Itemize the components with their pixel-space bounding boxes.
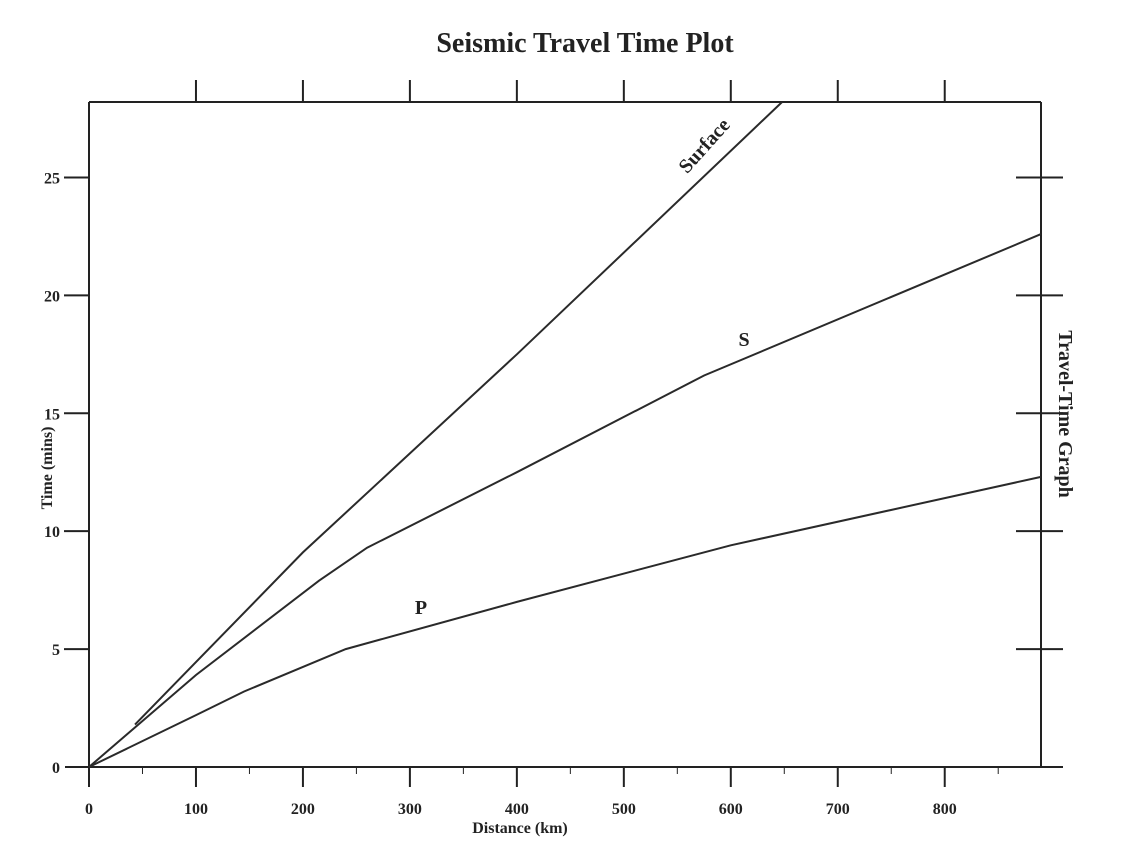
- series-label-s: S: [738, 329, 749, 351]
- x-axis: 0 100 200 300 400 500 600 700 800: [85, 80, 999, 818]
- x-tick-label: 800: [933, 801, 957, 818]
- x-tick-label: 700: [826, 801, 850, 818]
- chart-title: Seismic Travel Time Plot: [436, 28, 734, 59]
- y-tick-label: 0: [52, 760, 60, 777]
- plot-frame: [65, 101, 1063, 768]
- series-line-s: [88, 233, 1042, 768]
- y-tick-label: 25: [44, 170, 60, 187]
- x-tick-label: 100: [184, 801, 208, 818]
- series-line-surface: [134, 101, 783, 726]
- x-axis-label: Distance (km): [472, 820, 568, 837]
- x-tick-label: 500: [612, 801, 636, 818]
- x-tick-label: 0: [85, 801, 93, 818]
- y-tick-label: 5: [52, 642, 60, 659]
- y-tick-label: 15: [44, 406, 60, 423]
- series-label-p: P: [415, 597, 427, 619]
- side-label: Travel-Time Graph: [1054, 330, 1076, 498]
- series-line-p: [88, 475, 1042, 768]
- series-group: [88, 101, 1042, 768]
- y-tick-label: 10: [44, 524, 60, 541]
- y-axis-label: Time (mins): [39, 427, 56, 510]
- x-tick-label: 300: [398, 801, 422, 818]
- x-tick-label: 400: [505, 801, 529, 818]
- series-label-surface: Surface: [674, 114, 734, 178]
- x-tick-label: 200: [291, 801, 315, 818]
- y-axis: 0 5 10 15 20 25: [44, 170, 1063, 777]
- x-tick-label: 600: [719, 801, 743, 818]
- y-tick-label: 20: [44, 288, 60, 305]
